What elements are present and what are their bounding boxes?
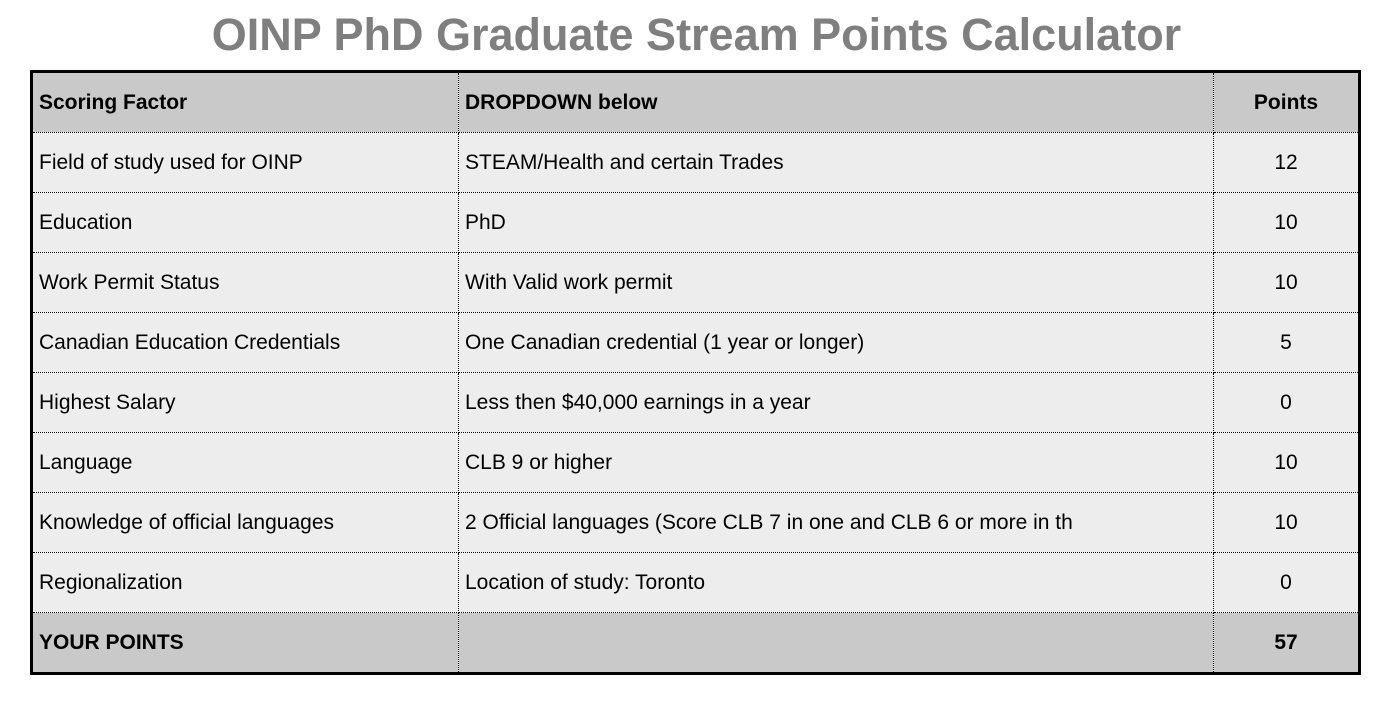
header-dropdown-below: DROPDOWN below <box>458 71 1214 133</box>
dropdown-cell[interactable]: Less then $40,000 earnings in a year <box>458 372 1214 433</box>
dropdown-cell[interactable]: Location of study: Toronto <box>458 552 1214 613</box>
header-scoring-factor: Scoring Factor <box>31 71 459 133</box>
dropdown-cell[interactable]: PhD <box>458 192 1214 253</box>
table-row: Language CLB 9 or higher 10 <box>31 432 1360 493</box>
table-row: Knowledge of official languages 2 Offici… <box>31 492 1360 553</box>
factor-cell: Knowledge of official languages <box>31 492 459 553</box>
factor-cell: Field of study used for OINP <box>31 132 459 193</box>
points-cell: 10 <box>1213 432 1360 493</box>
points-cell: 10 <box>1213 192 1360 253</box>
points-cell: 5 <box>1213 312 1360 373</box>
dropdown-cell[interactable]: One Canadian credential (1 year or longe… <box>458 312 1214 373</box>
points-cell: 12 <box>1213 132 1360 193</box>
points-cell: 10 <box>1213 252 1360 313</box>
table-row: Highest Salary Less then $40,000 earning… <box>31 372 1360 433</box>
table-row: Canadian Education Credentials One Canad… <box>31 312 1360 373</box>
page-title: OINP PhD Graduate Stream Points Calculat… <box>211 9 1182 60</box>
header-row: Scoring Factor DROPDOWN below Points <box>31 71 1360 133</box>
total-points-value: 57 <box>1213 612 1360 674</box>
dropdown-cell[interactable]: 2 Official languages (Score CLB 7 in one… <box>458 492 1214 553</box>
factor-cell: Education <box>31 192 459 253</box>
header-points: Points <box>1213 71 1360 133</box>
points-table: Scoring Factor DROPDOWN below Points Fie… <box>30 70 1361 675</box>
factor-cell: Work Permit Status <box>31 252 459 313</box>
factor-cell: Highest Salary <box>31 372 459 433</box>
table-row: Education PhD 10 <box>31 192 1360 253</box>
table-row: Regionalization Location of study: Toron… <box>31 552 1360 613</box>
dropdown-cell[interactable]: CLB 9 or higher <box>458 432 1214 493</box>
dropdown-cell[interactable]: With Valid work permit <box>458 252 1214 313</box>
factor-cell: Language <box>31 432 459 493</box>
points-cell: 10 <box>1213 492 1360 553</box>
factor-cell: Canadian Education Credentials <box>31 312 459 373</box>
total-empty-cell <box>458 612 1214 674</box>
total-row: YOUR POINTS 57 <box>31 612 1360 674</box>
your-points-label: YOUR POINTS <box>31 612 459 674</box>
points-cell: 0 <box>1213 372 1360 433</box>
points-cell: 0 <box>1213 552 1360 613</box>
dropdown-cell[interactable]: STEAM/Health and certain Trades <box>458 132 1214 193</box>
table-row: Field of study used for OINP STEAM/Healt… <box>31 132 1360 193</box>
factor-cell: Regionalization <box>31 552 459 613</box>
table-row: Work Permit Status With Valid work permi… <box>31 252 1360 313</box>
